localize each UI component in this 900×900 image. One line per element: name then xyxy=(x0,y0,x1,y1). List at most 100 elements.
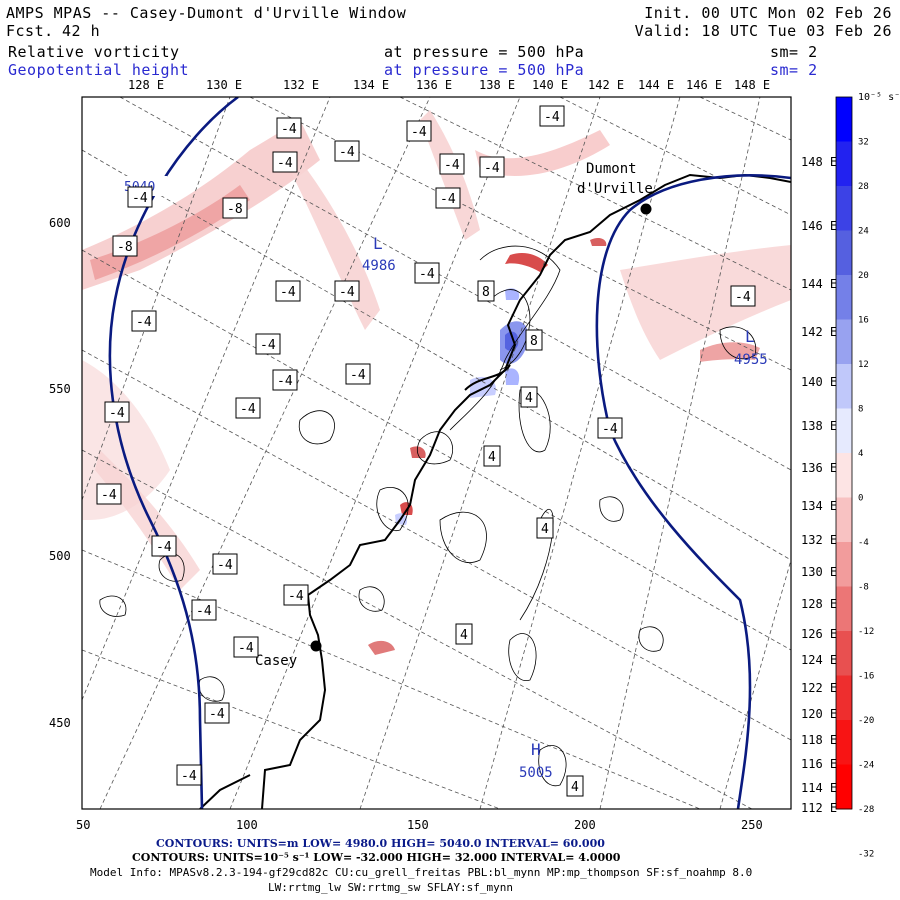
contour-label-box xyxy=(112,235,138,257)
x-tick-label: 250 xyxy=(741,818,763,832)
contour-label-text: 4 xyxy=(541,522,549,537)
height-contour-info: CONTOURS: UNITS=m LOW= 4980.0 HIGH= 5040… xyxy=(156,837,605,850)
contour-label-box xyxy=(566,775,584,797)
field2-name: Geopotential height xyxy=(8,61,190,79)
colorbar-band xyxy=(836,586,852,632)
contour-label-text: -8 xyxy=(227,202,243,217)
right-lon-label: 124 E xyxy=(801,653,837,667)
right-lon-label: 134 E xyxy=(801,499,837,513)
top-lon-label: 146 E xyxy=(686,78,722,92)
colorbar-label: 0 xyxy=(858,494,863,504)
init-time: Init. 00 UTC Mon 02 Feb 26 xyxy=(644,4,892,22)
right-lon-label: 146 E xyxy=(801,219,837,233)
y-tick-label: 550 xyxy=(49,382,71,396)
colorbar-band xyxy=(836,319,852,365)
top-lon-label: 142 E xyxy=(588,78,624,92)
contour-label-text: -4 xyxy=(101,488,117,503)
colorbar-label: 12 xyxy=(858,360,869,370)
colorbar-band xyxy=(836,453,852,498)
top-lon-label: 144 E xyxy=(638,78,674,92)
right-lon-label: 148 E xyxy=(801,155,837,169)
casey-label: Casey xyxy=(255,653,297,669)
y-tick-label: 600 xyxy=(49,216,71,230)
contour-label-box xyxy=(520,386,538,408)
y-tick-label: 500 xyxy=(49,549,71,563)
contour-label-text: -4 xyxy=(109,406,125,421)
right-lon-label: 126 E xyxy=(801,627,837,641)
contour-label-box xyxy=(479,156,505,178)
contour-label-box xyxy=(151,535,177,557)
colorbar-unit: 10⁻⁵ s⁻¹ xyxy=(858,92,900,103)
forecast-label: Fcst. xyxy=(6,22,54,40)
colorbar-band xyxy=(836,764,852,810)
top-lon-label: 140 E xyxy=(532,78,568,92)
colorbar-band xyxy=(836,631,852,676)
low-center-symbol: L xyxy=(373,234,383,253)
contour-label-box xyxy=(255,333,281,355)
colorbar-label: -20 xyxy=(858,716,874,726)
coastline xyxy=(199,173,791,809)
dumont-durville-station-marker xyxy=(640,203,652,215)
x-tick-label: 50 xyxy=(76,818,90,832)
y-tick-label: 450 xyxy=(49,716,71,730)
low-center-value: 4986 xyxy=(362,258,396,274)
contour-label-box xyxy=(345,363,371,385)
x-tick-label: 100 xyxy=(236,818,258,832)
plot-title: AMPS MPAS -- Casey-Dumont d'Urville Wind… xyxy=(6,4,407,22)
top-lon-label: 148 E xyxy=(734,78,770,92)
right-lon-label: 132 E xyxy=(801,533,837,547)
right-lon-label: 136 E xyxy=(801,461,837,475)
top-lon-label: 128 E xyxy=(128,78,164,92)
colorbar-band xyxy=(836,186,852,231)
contour-label-text: -4 xyxy=(280,285,296,300)
map-plot-area: Dumont d'Urville Casey L 4986 L 4955 H 5… xyxy=(82,97,791,809)
right-lon-label: 114 E xyxy=(801,781,837,795)
colorbar-label: -12 xyxy=(858,627,874,637)
contour-label-box xyxy=(272,151,298,173)
colorbar-label: -32 xyxy=(858,850,874,860)
colorbar-label: -16 xyxy=(858,672,874,682)
colorbar-label: 20 xyxy=(858,271,869,281)
right-lon-label: 130 E xyxy=(801,565,837,579)
top-lon-label: 136 E xyxy=(416,78,452,92)
contour-label-box xyxy=(204,702,230,724)
colorbar-label: 8 xyxy=(858,405,863,415)
contour-label-box xyxy=(536,517,554,539)
high-center-symbol: H xyxy=(531,740,541,759)
contour-label-text: -4 xyxy=(602,422,618,437)
forecast-hour: 42 h xyxy=(62,22,101,40)
colorbar-band xyxy=(836,675,852,721)
contour-label-box xyxy=(414,262,440,284)
colorbar-band xyxy=(836,275,852,320)
contour-label-text: -4 xyxy=(419,267,435,282)
colorbar-band xyxy=(836,497,852,543)
top-lon-label: 132 E xyxy=(283,78,319,92)
contour-label-box xyxy=(483,445,501,467)
contour-label-text: 4 xyxy=(525,391,533,406)
dumont-label-line2: d'Urville xyxy=(577,181,653,197)
colorbar-band xyxy=(836,364,852,409)
contour-label-box xyxy=(233,636,259,658)
contour-label-box xyxy=(235,397,261,419)
contour-label-box xyxy=(222,197,248,219)
casey-station-marker xyxy=(310,640,322,652)
colorbar-band xyxy=(836,230,852,276)
dumont-label-line1: Dumont xyxy=(586,161,637,177)
latlon-grid xyxy=(82,97,791,809)
x-tick-label: 200 xyxy=(574,818,596,832)
right-lon-label: 122 E xyxy=(801,681,837,695)
contour-label-box xyxy=(439,153,465,175)
contour-label-text: -4 xyxy=(735,290,751,305)
right-lon-label: 144 E xyxy=(801,277,837,291)
right-lon-label: 116 E xyxy=(801,757,837,771)
vorticity-contour-info: CONTOURS: UNITS=10⁻⁵ s⁻¹ LOW= -32.000 HI… xyxy=(132,851,621,864)
right-lon-label: 140 E xyxy=(801,375,837,389)
colorbar-band xyxy=(836,720,852,765)
colorbar-label: 32 xyxy=(858,138,869,148)
field1-name: Relative vorticity xyxy=(8,43,180,61)
field2-smoothing: sm= 2 xyxy=(770,61,818,79)
contour-label-text: -4 xyxy=(444,158,460,173)
right-lon-label: 118 E xyxy=(801,733,837,747)
low-center-symbol-east: L xyxy=(745,327,755,346)
